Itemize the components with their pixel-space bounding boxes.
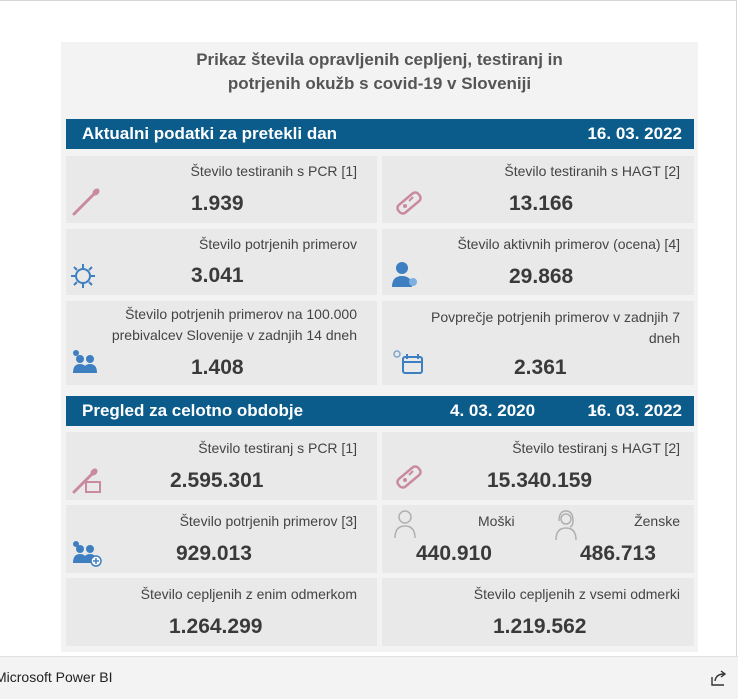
card-label: Število potrjenih primerov na 100.000 pr… (112, 304, 357, 346)
card-value: 1.939 (191, 192, 244, 215)
female-icon (555, 510, 577, 541)
report-title: Prikaz števila opravljenih cepljenj, tes… (61, 48, 698, 96)
visual-frame (0, 0, 737, 656)
section-header-daily: Aktualni podatki za pretekli dan 16. 03.… (66, 119, 694, 149)
people-virus-icon (73, 350, 97, 373)
female-value: 486.713 (580, 542, 656, 565)
card-value: 15.340.159 (487, 469, 593, 492)
card-confirmed-daily[interactable]: Število potrjenih primerov 3.041 (66, 229, 377, 295)
report-title-line2: potrjenih okužb s covid-19 v Sloveniji (227, 74, 532, 93)
card-label: Povprečje potrjenih primerov v zadnjih 7… (431, 307, 680, 349)
card-label: Število testiranih s HAGT [2] (504, 163, 680, 179)
card-pcr-daily[interactable]: Število testiranih s PCR [1] 1.939 (66, 156, 377, 223)
virus-icon (71, 264, 95, 288)
person-virus-icon (392, 262, 417, 287)
card-value: 1.264.299 (169, 615, 263, 638)
card-label: Število testiranj s HAGT [2] (512, 440, 680, 456)
card-value: 3.041 (191, 264, 244, 287)
section-header-total-title: Pregled za celotno obdobje (82, 401, 304, 420)
card-value: 13.166 (509, 192, 574, 215)
card-label: Število testiranih s PCR [1] (190, 163, 357, 179)
card-value: 29.868 (509, 265, 574, 288)
rapid-test-icon (396, 191, 422, 215)
people-plus-icon (73, 541, 102, 567)
card-value: 2.595.301 (170, 469, 264, 492)
card-value: 929.013 (176, 542, 252, 565)
card-label: Število testiranj s PCR [1] (198, 440, 357, 456)
card-value: 2.361 (514, 356, 567, 379)
card-value: 1.219.562 (493, 615, 587, 638)
male-label: Moški (478, 513, 515, 529)
card-average-7d[interactable]: Povprečje potrjenih primerov v zadnjih 7… (382, 301, 694, 385)
section-header-total-date-to: 16. 03. 2022 (587, 401, 682, 420)
card-confirmed-total[interactable]: Število potrjenih primerov [3] 929.013 (66, 505, 377, 573)
powerbi-footer: Microsoft Power BI (0, 656, 738, 699)
card-incidence-14d[interactable]: Število potrjenih primerov na 100.000 pr… (66, 301, 377, 385)
card-label-line2: dneh (648, 330, 680, 346)
card-vaccinated-all-doses[interactable]: Število cepljenih z vsemi odmerki 1.219.… (382, 578, 694, 646)
section-header-total: Pregled za celotno obdobje 4. 03. 2020 -… (66, 396, 694, 426)
pcr-swab-icon (72, 468, 101, 494)
card-gender-split[interactable]: Moški 440.910 Ženske 486.713 (382, 505, 694, 573)
card-label: Število potrjenih primerov (199, 236, 357, 252)
section-header-daily-title: Aktualni podatki za pretekli dan (82, 124, 338, 143)
section-header-total-date-from: 4. 03. 2020 (450, 401, 536, 420)
card-active-daily[interactable]: Število aktivnih primerov (ocena) [4] 29… (382, 229, 694, 295)
report-title-line1: Prikaz števila opravljenih cepljenj, tes… (196, 50, 563, 69)
card-label-line2: prebivalcev Slovenije v zadnjih 14 dneh (111, 327, 357, 343)
calendar-virus-icon (393, 350, 423, 374)
card-label: Število potrjenih primerov [3] (179, 513, 357, 529)
section-header-daily-date: 16. 03. 2022 (587, 124, 682, 143)
powerbi-brand-link[interactable]: Microsoft Power BI (0, 669, 113, 685)
card-label: Število cepljenih z enim odmerkom (140, 586, 357, 602)
card-pcr-total[interactable]: Število testiranj s PCR [1] 2.595.301 (66, 432, 377, 500)
female-label: Ženske (634, 513, 680, 529)
card-hagt-total[interactable]: Število testiranj s HAGT [2] 15.340.159 (382, 432, 694, 500)
share-icon[interactable] (710, 669, 728, 692)
male-icon (394, 510, 416, 539)
male-value: 440.910 (416, 542, 492, 565)
card-label-line1: Povprečje potrjenih primerov v zadnjih 7 (430, 309, 680, 325)
card-label: Število cepljenih z vsemi odmerki (473, 586, 680, 602)
card-label-line1: Število potrjenih primerov na 100.000 (125, 306, 357, 322)
card-hagt-daily[interactable]: Število testiranih s HAGT [2] 13.166 (382, 156, 694, 223)
card-value: 1.408 (191, 356, 244, 379)
rapid-test-icon (396, 465, 422, 489)
section-header-total-dash: - (591, 401, 597, 420)
card-label: Število aktivnih primerov (ocena) [4] (457, 236, 680, 252)
pcr-swab-icon (72, 188, 100, 216)
card-vaccinated-one-dose[interactable]: Število cepljenih z enim odmerkom 1.264.… (66, 578, 377, 646)
